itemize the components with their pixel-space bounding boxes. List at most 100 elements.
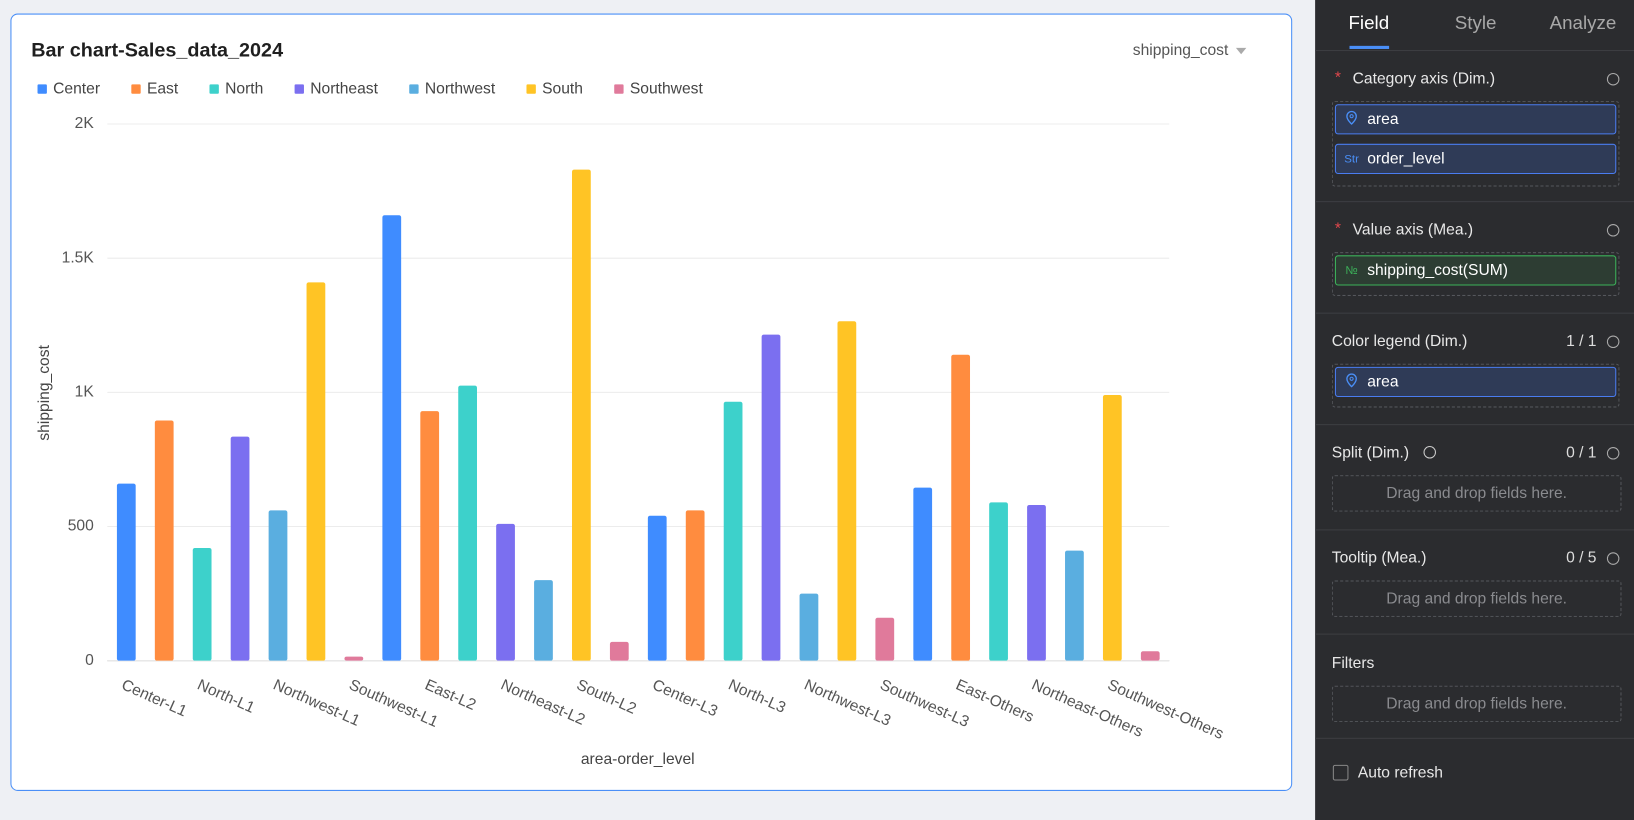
legend-label: North [225, 81, 263, 98]
field-icon: № [1345, 264, 1358, 277]
tab-indicator [1349, 45, 1390, 49]
y-tick-label: 1.5K [62, 249, 95, 266]
bar [192, 547, 212, 661]
drop-zone[interactable]: Drag and drop fields here. [1331, 475, 1622, 512]
bar [382, 215, 402, 661]
bar [1140, 651, 1160, 661]
bar [609, 641, 629, 661]
legend-marker [209, 84, 219, 94]
legend-label: Southwest [630, 81, 704, 98]
x-tick-label: Center-L3 [650, 677, 720, 721]
field-icon [1336, 373, 1367, 391]
bar [306, 282, 326, 661]
bar [458, 385, 477, 661]
bar [534, 580, 553, 661]
bar [875, 617, 895, 661]
bar [723, 401, 743, 661]
x-tick-label: Northeast-L2 [498, 677, 587, 729]
field-icon [1336, 110, 1367, 128]
separator [1315, 737, 1634, 739]
field-chip[interactable]: № shipping_cost(SUM) [1334, 255, 1617, 286]
x-tick-label: North-L1 [195, 677, 257, 717]
drop-zone[interactable]: Drag and drop fields here. [1331, 685, 1622, 723]
legend-label: Northwest [425, 81, 496, 98]
tab[interactable]: Field [1348, 12, 1390, 34]
settings-icon[interactable] [1606, 335, 1620, 349]
section-title: Tooltip (Mea.) [1331, 549, 1427, 567]
settings-icon[interactable] [1606, 552, 1620, 565]
bar [913, 487, 933, 661]
drop-zone[interactable]: Drag and drop fields here. [1331, 580, 1622, 617]
legend-label: East [147, 81, 179, 98]
section-title: Category axis (Dim.) [1352, 69, 1496, 88]
bar [344, 656, 364, 661]
bar [951, 354, 971, 661]
legend-marker [37, 84, 47, 94]
y-tick-label: 1K [75, 383, 95, 400]
bar [989, 502, 1008, 661]
bar [116, 483, 136, 661]
y-tick-label: 2K [75, 115, 95, 132]
required-mark: * [1334, 68, 1342, 87]
bar [154, 420, 174, 661]
bar [837, 321, 857, 661]
bar [761, 334, 781, 661]
section-title: Value axis (Mea.) [1352, 220, 1474, 239]
separator [1315, 633, 1634, 635]
bar [647, 515, 667, 661]
tab[interactable]: Style [1454, 12, 1497, 34]
settings-panel: Field Style Analyze * Category axis (Dim… [1315, 0, 1634, 820]
legend-marker [131, 84, 141, 94]
y-tick-label: 0 [85, 652, 94, 669]
field-name: shipping_cost(SUM) [1367, 261, 1508, 280]
x-axis-title: area-order_level [581, 751, 695, 768]
x-tick-label: Northwest-L3 [801, 677, 893, 730]
measure-selector[interactable]: shipping_cost [1133, 42, 1229, 59]
info-icon[interactable] [1423, 446, 1437, 459]
location-icon [1346, 373, 1357, 388]
field-count: 1 / 1 [1566, 332, 1597, 351]
chart-card [10, 13, 1293, 791]
field-chip[interactable]: Str order_level [1334, 143, 1617, 175]
bar [496, 523, 515, 661]
bar [1027, 505, 1046, 661]
separator [1315, 50, 1634, 52]
separator [1315, 201, 1634, 203]
location-icon [1346, 110, 1357, 125]
field-count: 0 / 1 [1566, 443, 1597, 462]
settings-icon[interactable] [1606, 224, 1620, 237]
y-tick-label: 500 [68, 518, 94, 535]
bar [685, 510, 705, 661]
dropdown-arrow[interactable] [1235, 47, 1247, 55]
field-chip[interactable]: area [1334, 366, 1617, 398]
field-name: order_level [1367, 150, 1445, 168]
bar [572, 169, 591, 661]
bar [268, 510, 288, 661]
separator [1315, 529, 1634, 531]
required-mark: * [1334, 219, 1342, 238]
settings-icon[interactable] [1606, 72, 1620, 86]
field-name: area [1367, 110, 1399, 129]
section-title: Color legend (Dim.) [1331, 332, 1468, 351]
drop-zone [1331, 101, 1620, 187]
drop-zone [1331, 363, 1620, 408]
checkbox-label[interactable]: Auto refresh [1357, 763, 1444, 782]
legend-label: Center [53, 81, 100, 98]
bar [1102, 395, 1122, 661]
field-chip[interactable]: area [1334, 104, 1617, 135]
x-tick-label: Center-L1 [119, 677, 189, 721]
bar [799, 593, 819, 661]
legend-label: Northeast [310, 81, 378, 98]
x-tick-label: Northwest-L1 [271, 677, 363, 730]
settings-icon[interactable] [1606, 447, 1620, 460]
checkbox[interactable] [1332, 764, 1349, 781]
y-axis-title: shipping_cost [36, 344, 53, 440]
tab[interactable]: Analyze [1549, 12, 1617, 34]
chart: Bar chart-Sales_data_2024 shipping_cost … [31, 39, 1247, 768]
legend-marker [614, 84, 624, 94]
legend-marker [294, 84, 304, 94]
separator [1315, 424, 1634, 426]
bar [1065, 550, 1084, 661]
